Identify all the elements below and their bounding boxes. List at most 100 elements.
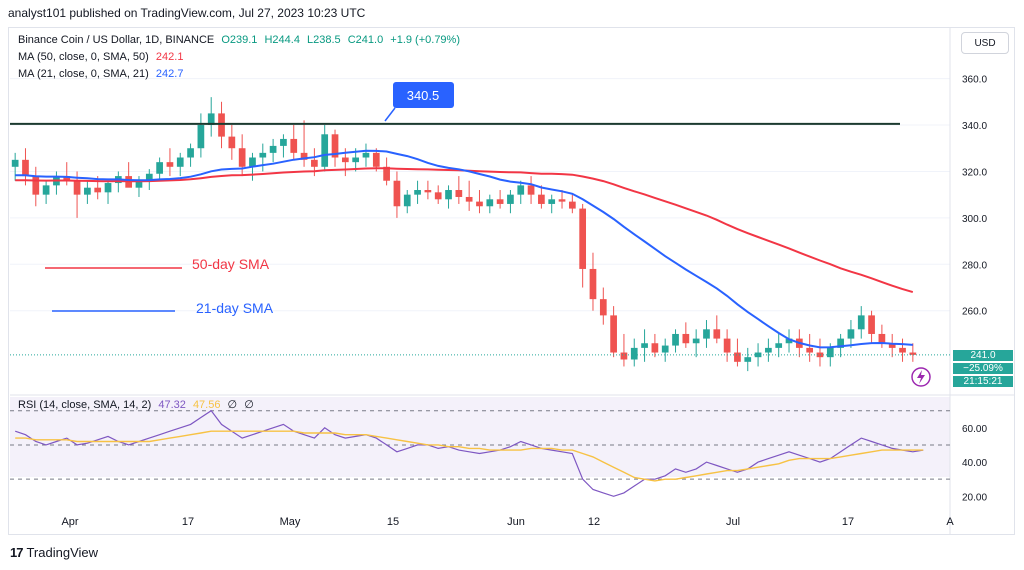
candle-body [331,134,339,158]
candle-body [692,338,700,344]
candle-body [868,315,875,334]
candle-body [713,329,721,339]
time-tick-label: Apr [61,516,78,528]
level-box-label: 340.5 [407,88,440,103]
candle-body [651,343,659,353]
time-axis: Apr 17 May 15 Jun 12 Jul 17 A [61,516,954,528]
candle-body [765,347,772,353]
candle-body [218,113,225,137]
candle-body [620,352,628,360]
candle-body [527,185,535,195]
candle-body [548,199,556,204]
legend-symbol-row: Binance Coin / US Dollar, 1D, BINANCE O2… [18,34,460,47]
legend-ma21-value: 242.7 [155,68,184,80]
rsi-layer [15,409,924,497]
legend-change: +1.9 (+0.79%) [390,34,460,46]
legend-ma50-label: MA (50, close, 0, SMA, 50) [18,51,149,63]
legend-rsi-sma: 47.56 [192,399,221,411]
candle-body [507,194,514,204]
legend-high: H244.4 [264,34,300,46]
currency-button[interactable]: USD [961,32,1009,54]
candle-body [538,194,545,204]
candle-body [723,338,731,353]
candle-body [579,208,587,269]
candle-body [816,352,824,358]
legend-rsi-label: RSI (14, close, SMA, 14, 2) [18,399,152,411]
legend-rsi-value: 47.32 [158,399,186,411]
candle-body [558,199,566,202]
candle-body [476,201,483,207]
overlays-layer: 340.5 [10,82,950,387]
candle-body [32,176,40,195]
price-axis: 260.0 280.0 300.0 320.0 340.0 360.0 [962,75,987,318]
legend-rsi-row: RSI (14, close, SMA, 14, 2) 47.32 47.56 … [18,399,254,412]
legend-ma21-label: MA (21, close, 0, SMA, 21) [18,68,149,80]
time-tick-label: Jul [726,516,740,528]
candle-body [176,157,184,167]
legend-ma21-row: MA (21, close, 0, SMA, 21) 242.7 [18,68,183,81]
candle-body [434,192,442,200]
candle-body [280,138,287,146]
candle-body [269,145,277,153]
time-tick-label: 17 [842,516,854,528]
rsi-line [15,409,924,497]
candle-body [228,136,236,149]
rsi-tick-label: 20.00 [962,492,987,503]
candle-body [744,357,752,362]
legend-rsi-extra2: ∅ [244,399,254,411]
candle-body [197,125,205,149]
legend-symbol: Binance Coin / US Dollar, 1D, BINANCE [18,34,215,46]
legend-open: O239.1 [221,34,258,46]
moving-averages-layer [15,149,914,349]
price-tick-label: 300.0 [962,214,987,225]
candle-body [630,347,638,360]
candle-body [806,347,814,353]
candle-body [145,173,153,181]
footer-brand: 17 TradingView [10,545,98,560]
candle-body [249,157,256,167]
candle-body [414,190,421,195]
candle-body [775,343,783,348]
candle-body [672,333,679,346]
candles-layer [11,97,917,372]
candle-body [290,138,298,153]
candle-body [424,190,432,193]
countdown-tag: 21:15:21 [953,376,1013,387]
candle-body [589,268,597,300]
lightning-icon [917,370,925,384]
candle-body [156,162,163,174]
chart-frame [8,27,1015,535]
level-box-pointer [384,107,396,122]
candle-body [703,329,710,339]
candle-body [372,152,380,167]
price-tick-label: 360.0 [962,75,987,86]
candle-body [321,134,329,167]
candle-body [517,185,525,195]
time-tick-label: May [280,516,301,528]
candle-body [166,162,174,167]
candle-body [403,194,411,207]
sma21-annotation: 21-day SMA [196,300,274,316]
candle-body [73,180,81,195]
price-change-tag: −25.09% [953,363,1013,374]
candle-body [362,152,370,158]
candle-body [445,190,452,200]
candle-body [135,180,143,188]
candle-body [486,199,494,207]
legend-ma50-value: 242.1 [155,51,184,63]
candle-body [187,148,194,158]
candle-body [311,159,318,167]
candle-body [641,343,648,348]
candle-body [599,299,607,316]
time-tick-label: Jun [507,516,525,528]
candle-body [259,152,267,158]
candle-body [826,347,834,358]
ma21-line [15,149,913,349]
candle-body [63,176,71,181]
time-tick-label: A [946,516,954,528]
rsi-tick-label: 60.00 [962,424,987,435]
candle-body [300,152,308,160]
legend-rsi-extra1: ∅ [227,399,238,411]
price-tick-label: 260.0 [962,307,987,318]
